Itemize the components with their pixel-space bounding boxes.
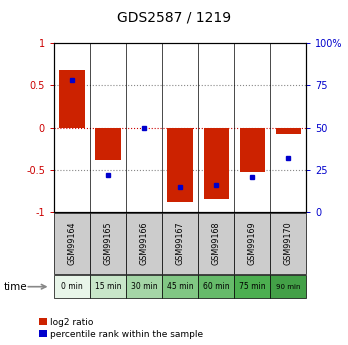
Bar: [60, 70, 85, 128]
Bar: [95, 128, 121, 160]
Bar: [162, 213, 198, 274]
Bar: [234, 275, 270, 298]
Text: GSM99168: GSM99168: [212, 222, 221, 265]
Legend: log2 ratio, percentile rank within the sample: log2 ratio, percentile rank within the s…: [39, 318, 203, 339]
Bar: [162, 275, 198, 298]
Text: 75 min: 75 min: [239, 282, 266, 291]
Bar: [198, 275, 234, 298]
Text: 30 min: 30 min: [131, 282, 157, 291]
Text: GSM99166: GSM99166: [140, 222, 149, 265]
Text: GSM99165: GSM99165: [103, 222, 112, 265]
Bar: [239, 128, 265, 171]
Text: GDS2587 / 1219: GDS2587 / 1219: [117, 10, 231, 24]
Text: 15 min: 15 min: [95, 282, 121, 291]
Text: 0 min: 0 min: [61, 282, 83, 291]
Text: time: time: [3, 282, 27, 292]
Bar: [54, 275, 90, 298]
Bar: [204, 128, 229, 199]
Bar: [167, 128, 193, 202]
Text: 45 min: 45 min: [167, 282, 193, 291]
Bar: [234, 213, 270, 274]
Bar: [90, 275, 126, 298]
Text: GSM99170: GSM99170: [284, 222, 293, 265]
Bar: [54, 213, 90, 274]
Bar: [198, 213, 234, 274]
Bar: [90, 213, 126, 274]
Bar: [126, 213, 162, 274]
Text: GSM99167: GSM99167: [176, 222, 184, 265]
Bar: [270, 213, 306, 274]
Bar: [126, 275, 162, 298]
Text: GSM99169: GSM99169: [248, 222, 257, 265]
Bar: [270, 275, 306, 298]
Text: 60 min: 60 min: [203, 282, 229, 291]
Text: 90 min: 90 min: [276, 284, 300, 290]
Bar: [276, 128, 301, 135]
Text: GSM99164: GSM99164: [68, 222, 77, 265]
